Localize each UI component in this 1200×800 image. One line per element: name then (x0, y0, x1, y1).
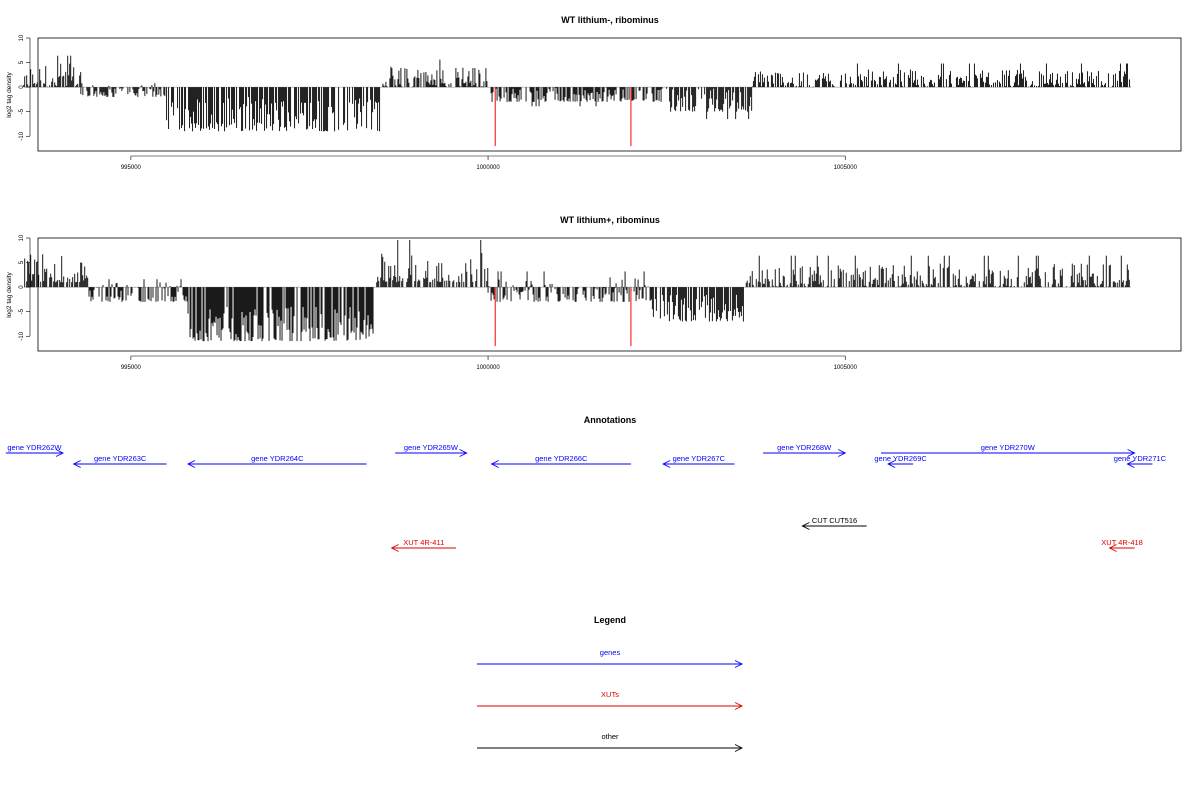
x-tick-label: 995000 (121, 365, 142, 371)
legend-arrowhead (734, 744, 744, 752)
annotation-arrowhead (887, 460, 896, 468)
annotation-label: gene YDR267C (673, 454, 726, 463)
annotation-arrowhead (838, 449, 847, 457)
density-bars (23, 55, 1131, 132)
annotation-label: CUT CUT516 (812, 516, 857, 525)
plot-frame (37, 37, 1182, 152)
track-title: WT lithium-, ribominus (561, 15, 659, 25)
annotation-arrowhead (187, 460, 196, 468)
legend-label: other (601, 732, 619, 741)
y-tick-label: -10 (19, 131, 25, 140)
legend-title: Legend (594, 615, 626, 625)
y-tick-label: 5 (19, 260, 25, 264)
x-tick-label: 995000 (121, 165, 142, 171)
legend-panel: Legend genes XUTs other (477, 615, 744, 752)
annotation-arrowhead (662, 460, 671, 468)
track-title: WT lithium+, ribominus (560, 215, 660, 225)
annotation-label: gene YDR269C (874, 454, 927, 463)
legend-label: XUTs (601, 690, 619, 699)
y-tick-label: 0 (19, 285, 25, 289)
y-tick-label: 10 (19, 34, 25, 41)
annotation-label: gene YDR265W (404, 443, 459, 452)
y-axis: -10 -5 0 5 10 (19, 34, 31, 141)
annotation-arrowhead (459, 449, 468, 457)
annotation-arrows: gene YDR262W gene YDR263C gene YDR264C gene… (5, 443, 1167, 552)
legend-entries: genes XUTs other (477, 648, 744, 752)
red-marks (494, 87, 632, 147)
track-panel-lithium-minus: WT lithium-, ribominus log2 tag density … (6, 15, 1182, 171)
y-tick-label: 0 (19, 85, 25, 89)
y-tick-label: -10 (19, 331, 25, 340)
y-tick-label: -5 (19, 108, 25, 114)
annotation-label: gene YDR270W (981, 443, 1036, 452)
annotation-arrowhead (55, 449, 65, 457)
y-tick-label: -5 (19, 308, 25, 314)
y-tick-label: 10 (19, 234, 25, 241)
annotation-label: gene YDR271C (1114, 454, 1167, 463)
y-axis-label: log2 tag density (6, 71, 13, 117)
legend-label: genes (600, 648, 621, 657)
plot-frame (37, 237, 1182, 352)
annotation-label: XUT 4R-418 (1101, 538, 1143, 547)
y-axis-label: log2 tag density (6, 271, 13, 317)
annotation-label: gene YDR264C (251, 454, 304, 463)
annotations-title: Annotations (584, 415, 637, 425)
annotation-arrowhead (1126, 460, 1135, 468)
annotation-arrowhead (72, 460, 81, 468)
x-tick-label: 1000000 (476, 165, 500, 171)
annotation-arrowhead (1127, 449, 1136, 457)
red-marks (494, 287, 632, 347)
x-axis: 995000 1000000 1005000 (121, 155, 858, 171)
y-axis: -10 -5 0 5 10 (19, 234, 31, 341)
annotation-label: gene YDR268W (777, 443, 832, 452)
x-tick-label: 1005000 (834, 365, 858, 371)
x-tick-label: 1005000 (834, 165, 858, 171)
legend-arrowhead (734, 702, 744, 710)
x-axis: 995000 1000000 1005000 (121, 355, 858, 371)
annotation-arrowhead (1108, 544, 1117, 552)
legend-arrowhead (734, 660, 744, 668)
x-tick-label: 1000000 (476, 365, 500, 371)
density-bars (23, 239, 1131, 342)
annotation-label: gene YDR263C (94, 454, 147, 463)
annotation-label: XUT 4R-411 (403, 538, 444, 547)
y-tick-label: 5 (19, 60, 25, 64)
annotation-label: gene YDR262W (7, 443, 62, 452)
annotation-arrowhead (801, 522, 810, 530)
annotation-arrowhead (490, 460, 499, 468)
annotation-label: gene YDR266C (535, 454, 588, 463)
annotation-arrowhead (390, 544, 399, 552)
track-panel-lithium-plus: WT lithium+, ribominus log2 tag density … (6, 215, 1182, 371)
